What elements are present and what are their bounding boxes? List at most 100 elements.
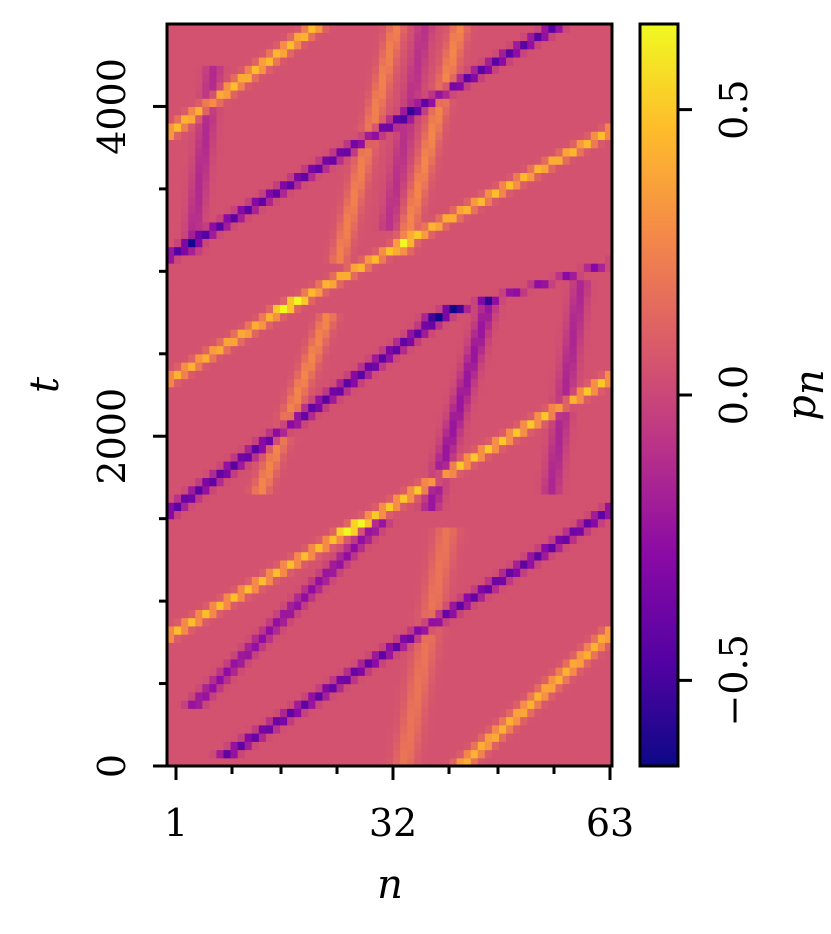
- heatmap-cell: [583, 568, 592, 577]
- heatmap-cell: [167, 757, 175, 767]
- heatmap-cell: [576, 353, 585, 363]
- heatmap-cell: [350, 312, 359, 322]
- heatmap-cell: [506, 518, 514, 528]
- heatmap-cell: [393, 205, 401, 215]
- heatmap-cell: [357, 370, 366, 380]
- heatmap-cell: [195, 320, 203, 330]
- heatmap-cell: [569, 642, 578, 652]
- heatmap-cell: [506, 246, 514, 256]
- heatmap-cell: [272, 485, 281, 495]
- heatmap-cell: [167, 238, 175, 248]
- heatmap-cell: [498, 683, 507, 693]
- heatmap-cell: [583, 576, 592, 586]
- heatmap-cell: [456, 493, 465, 503]
- heatmap-cell: [513, 221, 521, 231]
- heatmap-cell: [484, 452, 493, 462]
- heatmap-cell: [428, 131, 437, 141]
- heatmap-cell: [244, 559, 253, 569]
- heatmap-cell: [223, 180, 232, 190]
- heatmap-cell: [534, 518, 542, 528]
- heatmap-cell: [435, 419, 444, 429]
- heatmap-cell: [477, 510, 486, 520]
- heatmap-cell: [181, 469, 189, 479]
- heatmap-cell: [209, 271, 218, 281]
- heatmap-cell: [287, 296, 295, 305]
- heatmap-cell: [357, 444, 366, 454]
- heatmap-cell: [378, 296, 387, 305]
- heatmap-cell: [280, 419, 288, 429]
- heatmap-cell: [280, 370, 288, 380]
- heatmap-cell: [209, 197, 218, 206]
- heatmap-cell: [484, 691, 493, 701]
- heatmap-cell: [209, 700, 218, 709]
- heatmap-cell: [597, 139, 606, 149]
- heatmap-cell: [343, 230, 352, 239]
- heatmap-cell: [322, 642, 331, 652]
- heatmap-cell: [428, 279, 437, 289]
- heatmap-cell: [265, 345, 274, 355]
- heatmap-cell: [294, 378, 302, 388]
- heatmap-cell: [385, 197, 394, 206]
- heatmap-cell: [569, 634, 578, 643]
- heatmap-cell: [414, 205, 422, 215]
- heatmap-cell: [230, 122, 239, 132]
- heatmap-cell: [308, 197, 316, 206]
- heatmap-cell: [209, 386, 218, 396]
- heatmap-cell: [583, 724, 592, 734]
- heatmap-cell: [202, 427, 210, 437]
- heatmap-cell: [590, 551, 599, 561]
- heatmap-cell: [534, 238, 542, 248]
- heatmap-cell: [548, 625, 557, 635]
- heatmap-cell: [562, 197, 571, 206]
- heatmap-cell: [435, 213, 444, 223]
- heatmap-cell: [400, 700, 408, 709]
- heatmap-cell: [181, 221, 189, 231]
- heatmap-cell: [378, 337, 387, 347]
- heatmap-cell: [280, 230, 288, 239]
- heatmap-cell: [167, 551, 175, 561]
- heatmap-cell: [258, 312, 267, 322]
- heatmap-cell: [287, 733, 295, 742]
- heatmap-cell: [513, 329, 521, 338]
- heatmap-cell: [188, 271, 196, 281]
- heatmap-cell: [301, 329, 309, 338]
- heatmap-cell: [534, 230, 542, 239]
- heatmap-cell: [167, 164, 175, 173]
- heatmap-cell: [188, 485, 196, 495]
- heatmap-cell: [576, 263, 585, 272]
- heatmap-cell: [371, 213, 380, 223]
- heatmap-cell: [604, 691, 613, 701]
- heatmap-cell: [223, 708, 232, 718]
- heatmap-cell: [216, 700, 225, 709]
- heatmap-cell: [527, 526, 535, 536]
- heatmap-cell: [343, 667, 352, 676]
- heatmap-cell: [230, 568, 239, 577]
- heatmap-cell: [576, 535, 585, 544]
- heatmap-cell: [597, 650, 606, 660]
- heatmap-cell: [541, 584, 550, 594]
- heatmap-cell: [562, 642, 571, 652]
- heatmap-cell: [258, 419, 267, 429]
- heatmap-cell: [449, 296, 458, 305]
- heatmap-cell: [167, 634, 175, 643]
- heatmap-cell: [520, 246, 528, 256]
- heatmap-cell: [576, 197, 585, 206]
- heatmap-cell: [301, 625, 309, 635]
- heatmap-cell: [378, 230, 387, 239]
- heatmap-cell: [393, 155, 401, 165]
- heatmap-cell: [604, 164, 613, 173]
- heatmap-cell: [188, 708, 196, 718]
- heatmap-cell: [188, 122, 196, 132]
- heatmap-cell: [364, 568, 373, 577]
- heatmap-cell: [484, 362, 493, 371]
- heatmap-cell: [491, 427, 500, 437]
- heatmap-cell: [435, 254, 444, 264]
- heatmap-cell: [195, 139, 203, 149]
- heatmap-cell: [484, 287, 493, 297]
- heatmap-cell: [174, 337, 182, 347]
- heatmap-cell: [181, 246, 189, 256]
- heatmap-cell: [569, 230, 578, 239]
- heatmap-cell: [287, 535, 295, 544]
- heatmap-cell: [265, 271, 274, 281]
- heatmap-cell: [548, 427, 557, 437]
